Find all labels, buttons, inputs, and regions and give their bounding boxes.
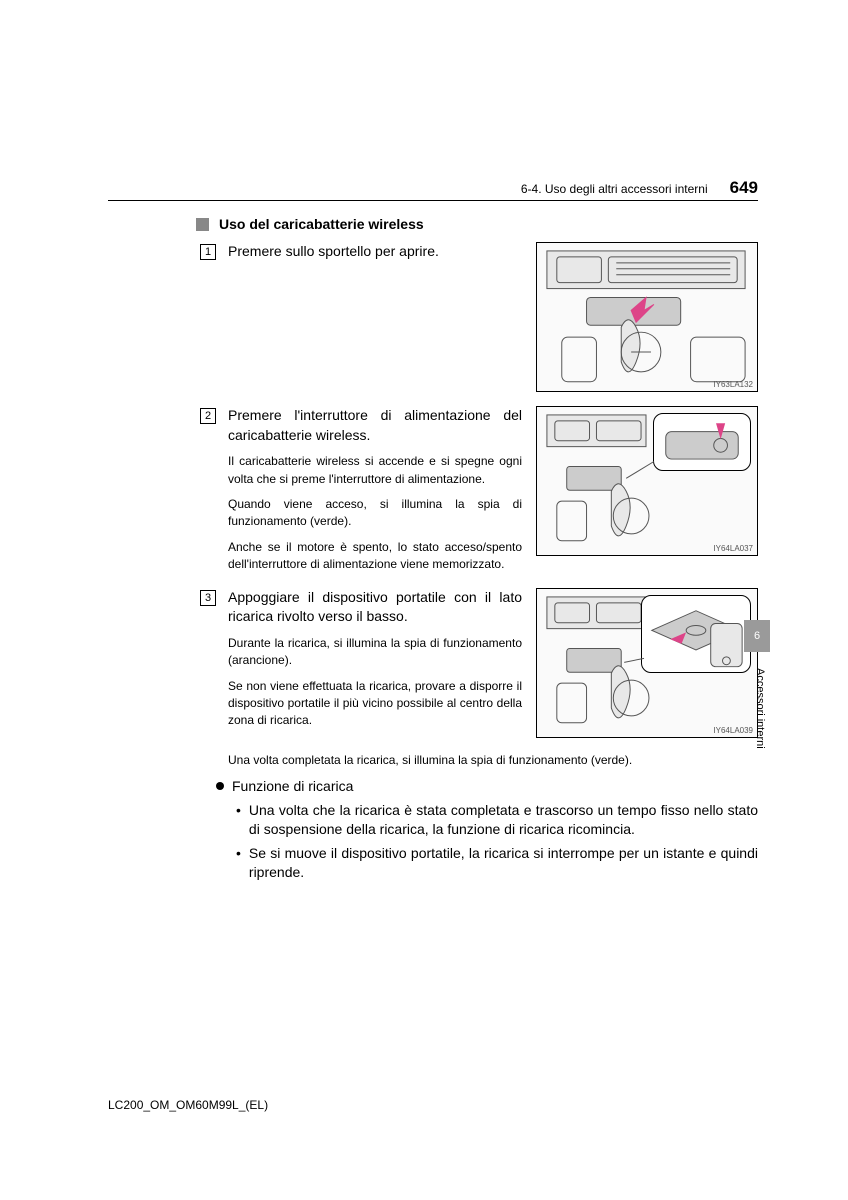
figure-3: IY64LA039 xyxy=(536,588,758,738)
step-1-text: Premere sullo sportello per aprire. xyxy=(228,242,522,392)
header-rule xyxy=(108,200,758,201)
step-2-sub-1: Il caricabatterie wireless si accende e … xyxy=(228,453,522,488)
dot-bullet-icon: • xyxy=(236,801,241,821)
dot-bullet-icon: • xyxy=(236,844,241,864)
callout-2 xyxy=(653,413,751,471)
square-bullet-icon xyxy=(196,218,209,231)
figure-1: IY63LA132 xyxy=(536,242,758,392)
step-2-main: Premere l'interruttore di alimentazione … xyxy=(228,407,522,443)
step-3-text: Appoggiare il dispositivo portatile con … xyxy=(228,588,522,738)
page-number: 649 xyxy=(730,178,758,198)
round-bullet-icon xyxy=(216,782,224,790)
chapter-tab-number: 6 xyxy=(754,630,760,642)
step-3-main: Appoggiare il dispositivo portatile con … xyxy=(228,589,522,625)
figure-1-label: IY63LA132 xyxy=(713,380,753,389)
sub-bullet-2-text: Se si muove il dispositivo portatile, la… xyxy=(249,844,758,883)
step-3-sub-2: Se non viene effettuata la ricarica, pro… xyxy=(228,678,522,730)
after-figure-note: Una volta completata la ricarica, si ill… xyxy=(228,752,758,769)
figure-2-label: IY64LA037 xyxy=(713,544,753,553)
step-2-sub-2: Quando viene acceso, si illumina la spia… xyxy=(228,496,522,531)
round-bullet-text: Funzione di ricarica xyxy=(232,777,353,797)
step-3-sub-1: Durante la ricarica, si illumina la spia… xyxy=(228,635,522,670)
callout-3 xyxy=(641,595,751,673)
figure-2: IY64LA037 xyxy=(536,406,758,556)
step-3: 3 Appoggiare il dispositivo portatile co… xyxy=(200,588,758,738)
chapter-side-label: Accessori interni xyxy=(754,668,766,749)
page-header: 6-4. Uso degli altri accessori interni 6… xyxy=(521,178,758,198)
figure-3-label: IY64LA039 xyxy=(713,726,753,735)
step-2-sub-3: Anche se il motore è spento, lo stato ac… xyxy=(228,539,522,574)
step-2: 2 Premere l'interruttore di alimentazion… xyxy=(200,406,758,574)
step-number: 3 xyxy=(200,590,216,606)
step-2-text: Premere l'interruttore di alimentazione … xyxy=(228,406,522,574)
sub-bullet-1-text: Una volta che la ricarica è stata comple… xyxy=(249,801,758,840)
sub-bullet-2: • Se si muove il dispositivo portatile, … xyxy=(236,844,758,883)
chapter-tab: 6 xyxy=(744,620,770,652)
step-1: 1 Premere sullo sportello per aprire. xyxy=(200,242,758,392)
sub-bullet-1: • Una volta che la ricarica è stata comp… xyxy=(236,801,758,840)
section-title: Uso del caricabatterie wireless xyxy=(219,216,424,232)
footer-code: LC200_OM_OM60M99L_(EL) xyxy=(108,1098,268,1112)
round-bullet-row: Funzione di ricarica xyxy=(216,777,758,797)
section-heading: Uso del caricabatterie wireless xyxy=(196,216,758,232)
header-section-label: 6-4. Uso degli altri accessori interni xyxy=(521,182,708,196)
step-number: 2 xyxy=(200,408,216,424)
step-number: 1 xyxy=(200,244,216,260)
